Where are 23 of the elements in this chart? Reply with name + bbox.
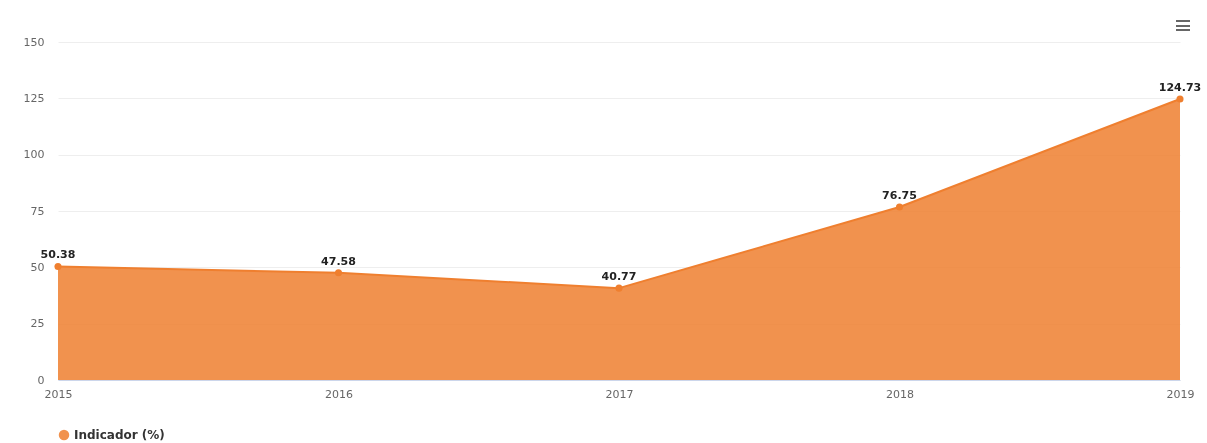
data-label: 124.73 <box>1158 80 1202 94</box>
point <box>895 203 904 211</box>
y-tick-label: 50 <box>30 260 45 274</box>
legend-label: Indicador (%) <box>74 428 165 442</box>
y-tick-label: 25 <box>30 317 45 331</box>
y-tick-label: 75 <box>30 204 45 218</box>
data-label: 47.58 <box>321 254 356 268</box>
x-tick-label: 2018 <box>886 387 914 401</box>
point <box>1176 95 1184 103</box>
x-tick-label: 2019 <box>1166 387 1195 401</box>
x-tick-label: 2015 <box>44 387 73 401</box>
data-label: 50.38 <box>40 248 76 262</box>
y-tick-label: 100 <box>23 148 45 162</box>
y-tick-label: 0 <box>37 373 45 387</box>
point <box>54 262 62 271</box>
x-tick-label: 2016 <box>325 387 353 401</box>
x-tick-label: 2017 <box>605 387 634 401</box>
point <box>615 284 623 292</box>
point <box>334 269 343 277</box>
y-tick-label: 150 <box>23 35 45 49</box>
data-label: 40.77 <box>601 270 637 284</box>
data-label: 76.75 <box>882 189 917 203</box>
y-tick-label: 125 <box>23 91 45 105</box>
